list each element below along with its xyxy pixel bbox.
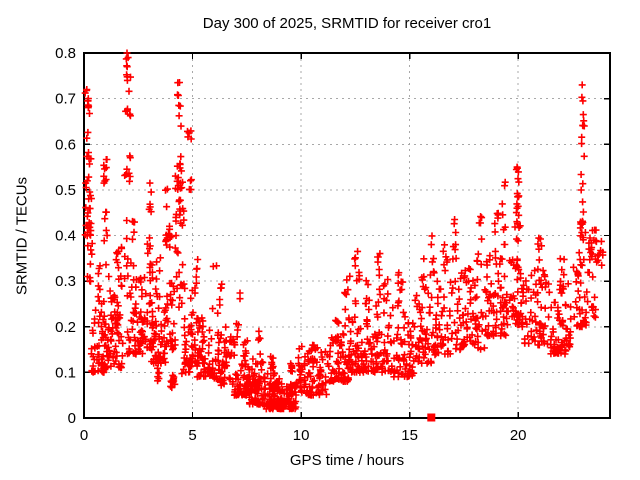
x-tick-label: 5 <box>188 427 196 444</box>
x-axis-label: GPS time / hours <box>289 452 405 469</box>
square-marker <box>427 413 436 422</box>
x-tick-label: 20 <box>510 427 527 444</box>
y-tick-label: 0.7 <box>55 91 76 108</box>
y-tick-label: 0.6 <box>55 136 76 153</box>
y-tick-label: 0.3 <box>55 273 76 290</box>
x-tick-label: 10 <box>293 427 310 444</box>
y-tick-label: 0 <box>68 410 76 427</box>
y-tick-label: 0.1 <box>55 364 76 381</box>
x-tick-label: 0 <box>80 427 88 444</box>
x-tick-label: 15 <box>401 427 418 444</box>
chart-title: Day 300 of 2025, SRMTID for receiver cro… <box>202 15 492 32</box>
y-tick-label: 0.5 <box>55 182 76 199</box>
scatter-points <box>81 49 607 413</box>
y-tick-label: 0.4 <box>55 228 76 245</box>
y-tick-label: 0.8 <box>55 45 76 62</box>
y-tick-label: 0.2 <box>55 319 76 336</box>
